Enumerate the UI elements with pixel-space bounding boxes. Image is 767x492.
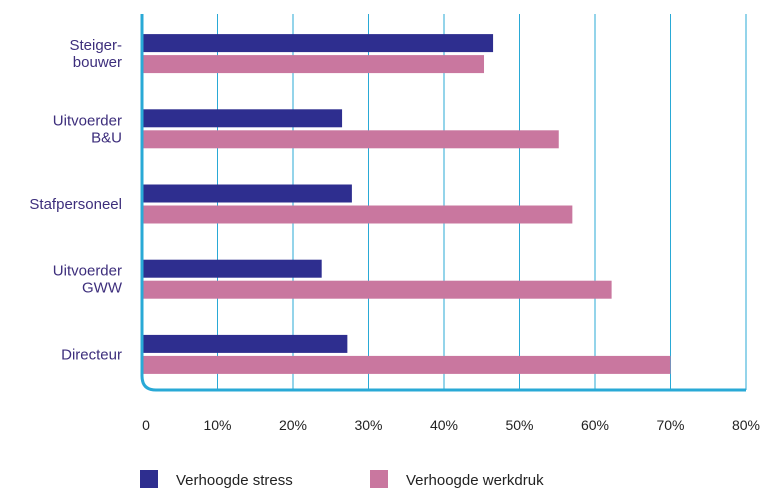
bar-werkdruk xyxy=(142,280,612,299)
x-tick-label: 20% xyxy=(279,417,307,433)
category-label: Steiger- xyxy=(69,37,122,54)
x-tick-label: 30% xyxy=(354,417,382,433)
bar-werkdruk xyxy=(142,130,559,149)
legend-label: Verhoogde werkdruk xyxy=(406,472,544,489)
category-label: Directeur xyxy=(61,346,122,363)
bar-stress xyxy=(142,334,348,353)
axes xyxy=(140,14,746,392)
x-tick-label: 0 xyxy=(142,417,150,433)
bar-stress xyxy=(142,184,352,203)
legend-swatch xyxy=(370,470,388,488)
legend: Verhoogde stress Verhoogde werkdruk xyxy=(140,470,544,489)
x-tick-label: 10% xyxy=(203,417,231,433)
x-tick-label: 60% xyxy=(581,417,609,433)
bar-werkdruk xyxy=(142,55,485,74)
category-label: Uitvoerder xyxy=(53,112,122,129)
category-label: B&U xyxy=(91,129,122,146)
bar-stress xyxy=(142,109,343,128)
bar-stress xyxy=(142,34,494,53)
x-tick-labels: 0 10% 20% 30% 40% 50% 60% 70% 80% xyxy=(142,417,760,433)
bars xyxy=(142,34,671,374)
x-tick-label: 80% xyxy=(732,417,760,433)
bar-werkdruk xyxy=(142,205,573,224)
x-tick-label: 40% xyxy=(430,417,458,433)
category-label: Uitvoerder xyxy=(53,263,122,280)
axis-line xyxy=(140,14,746,392)
x-tick-label: 70% xyxy=(656,417,684,433)
x-tick-label: 50% xyxy=(505,417,533,433)
bar-werkdruk xyxy=(142,355,671,374)
category-label: GWW xyxy=(82,280,123,297)
category-label: Stafpersoneel xyxy=(29,196,122,213)
bar-stress xyxy=(142,259,322,278)
category-label: bouwer xyxy=(73,54,122,71)
legend-label: Verhoogde stress xyxy=(176,472,293,489)
grid-lines xyxy=(217,14,747,390)
legend-swatch xyxy=(140,470,158,488)
category-labels: Steiger-bouwerUitvoerderB&UStafpersoneel… xyxy=(29,37,122,363)
